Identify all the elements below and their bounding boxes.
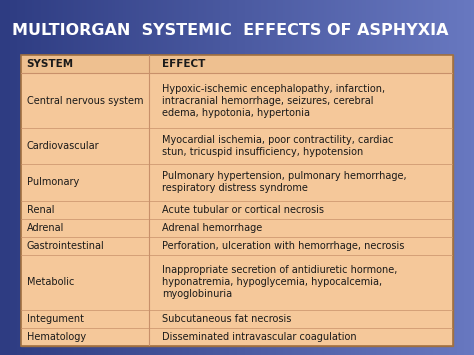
Text: Pulmonary hypertension, pulmonary hemorrhage,
respiratory distress syndrome: Pulmonary hypertension, pulmonary hemorr… [163, 171, 407, 193]
Text: Hematology: Hematology [27, 332, 86, 342]
Bar [21, 55, 453, 73]
Text: Central nervous system: Central nervous system [27, 95, 143, 105]
Bar [21, 237, 453, 255]
Text: Pulmonary: Pulmonary [27, 178, 79, 187]
Text: Subcutaneous fat necrosis: Subcutaneous fat necrosis [163, 314, 292, 324]
Text: Metabolic: Metabolic [27, 278, 74, 288]
Text: Cardiovascular: Cardiovascular [27, 141, 99, 151]
Text: Integument: Integument [27, 314, 83, 324]
Text: Disseminated intravascular coagulation: Disseminated intravascular coagulation [163, 332, 357, 342]
Bar [21, 219, 453, 237]
Text: SYSTEM: SYSTEM [27, 59, 73, 69]
Bar [21, 201, 453, 219]
Bar [21, 128, 453, 164]
Text: EFFECT: EFFECT [163, 59, 206, 69]
Bar [21, 73, 453, 128]
Bar [21, 255, 453, 310]
Text: MULTIORGAN  SYSTEMIC  EFFECTS OF ASPHYXIA: MULTIORGAN SYSTEMIC EFFECTS OF ASPHYXIA [12, 23, 448, 38]
Bar [21, 164, 453, 201]
Bar [21, 328, 453, 346]
Text: Adrenal: Adrenal [27, 223, 64, 233]
Text: Adrenal hemorrhage: Adrenal hemorrhage [163, 223, 263, 233]
Text: Acute tubular or cortical necrosis: Acute tubular or cortical necrosis [163, 205, 324, 215]
Text: Myocardial ischemia, poor contractility, cardiac
stun, tricuspid insufficiency, : Myocardial ischemia, poor contractility,… [163, 135, 394, 157]
Text: Hypoxic-ischemic encephalopathy, infarction,
intracranial hemorrhage, seizures, : Hypoxic-ischemic encephalopathy, infarct… [163, 83, 385, 118]
Text: Inappropriate secretion of antidiuretic hormone,
hyponatremia, hypoglycemia, hyp: Inappropriate secretion of antidiuretic … [163, 266, 398, 300]
Text: Renal: Renal [27, 205, 54, 215]
Text: Perforation, ulceration with hemorrhage, necrosis: Perforation, ulceration with hemorrhage,… [163, 241, 405, 251]
Bar [21, 310, 453, 328]
Text: Gastrointestinal: Gastrointestinal [27, 241, 104, 251]
